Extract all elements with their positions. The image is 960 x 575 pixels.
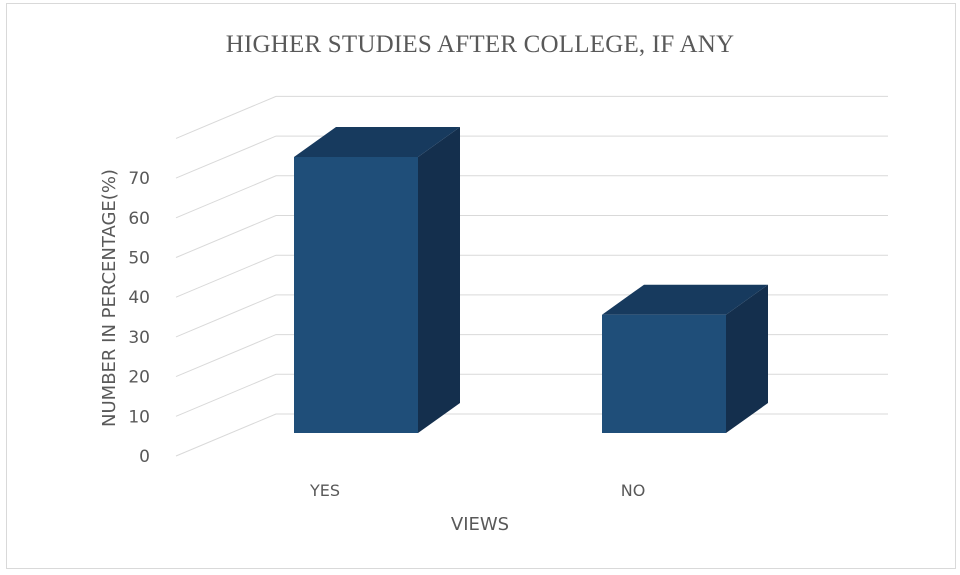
bar-no [602,284,768,433]
gridline [175,334,888,378]
y-tick-label: 50 [128,249,150,269]
bar-top-face [294,127,460,157]
chart-title: HIGHER STUDIES AFTER COLLEGE, IF ANY [225,31,735,58]
y-tick-label: 40 [128,288,150,308]
bar-front-face [602,314,726,433]
x-axis-title: VIEWS [450,514,510,535]
gridline [175,373,888,417]
x-category-label: YES [309,481,340,500]
bar-side-face [418,127,460,433]
gridline [175,413,888,457]
gridline [175,95,888,139]
bar-top-face [602,284,768,315]
y-tick-label: 10 [128,407,150,427]
y-tick-label: 70 [128,169,150,189]
bar-side-face [726,284,768,433]
y-tick-label: 30 [128,328,150,348]
gridline [175,175,888,219]
gridline [175,135,888,179]
chart-area [6,3,956,569]
y-tick-label: 0 [139,447,150,467]
gridline [175,254,888,298]
gridline [175,215,888,258]
bar-yes [294,127,460,433]
y-tick-label: 20 [128,368,150,388]
bar-front-face [294,157,418,433]
x-category-label: NO [621,481,646,500]
y-tick-label: 60 [128,209,150,229]
gridline [175,294,888,338]
